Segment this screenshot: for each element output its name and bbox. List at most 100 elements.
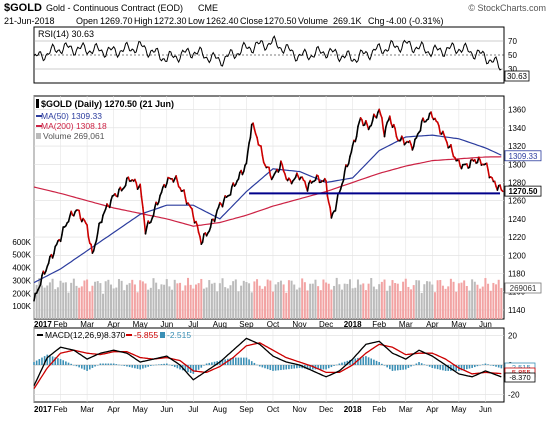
volume-bar [474,282,476,319]
volume-bar [57,287,59,319]
volume-bar [384,280,386,319]
price-tick-label: 1180 [508,269,526,278]
macd-hist-bar [424,364,426,365]
x-tick-label: Oct [267,405,280,414]
macd-hist-bar [277,365,279,370]
high-value: 1272.30 [154,16,187,26]
volume-bar [314,280,316,319]
volume-bar [336,278,338,319]
volume-bar [437,280,439,319]
chg-value: -4.00 (-0.31%) [386,16,444,26]
volume-tick-label: 500K [12,251,31,260]
macd-hist-bar [426,365,428,366]
volume-bar [301,278,303,319]
volume-bar [309,284,311,319]
rsi-tick-label: 50 [508,51,517,60]
volume-bar [171,290,173,319]
volume-bar [352,288,354,319]
macd-hist-bar [267,365,269,369]
volume-bar [224,287,226,319]
macd-hist-bar [442,365,444,370]
close-label: Close [240,16,263,26]
volume-bar [296,290,298,319]
macd-hist-bar [280,365,282,370]
macd-hist-bar [161,364,163,365]
volume-bar [70,283,72,319]
macd-hist-bar [490,365,492,366]
volume-bar [155,283,157,319]
volume-bar [182,291,184,319]
macd-legend-macd: 8.370 [104,330,126,340]
volume-bar [137,292,139,319]
volume-bar [203,289,205,319]
volume-bar [147,290,149,319]
volume-bar [407,287,409,319]
macd-hist-bar [339,364,341,365]
volume-bar [261,289,263,319]
macd-hist-bar [243,358,245,365]
volume-bar [219,283,221,319]
volume-bar [280,281,282,319]
volume-bar [442,286,444,319]
macd-hist-bar [131,365,133,368]
macd-hist-bar [254,363,256,365]
volume-bar [362,283,364,319]
volume-bar [399,291,401,319]
macd-hist-bar [408,365,410,368]
volume-bar [447,286,449,319]
macd-value-tags: -2.515 -5.855 -8.370 [505,363,535,382]
macd-hist-bar [328,365,330,368]
volume-bar [410,289,412,319]
x-tick-label: Apr [426,405,439,414]
low-value: 1262.40 [206,16,239,26]
volume-bar [174,280,176,319]
volume-bar [421,293,423,319]
macd-hist-bar [474,365,476,367]
macd-legend-prefix: MACD(12,26,9) [45,330,104,340]
volume-bar [277,282,279,319]
volume-bar [168,286,170,319]
volume-label: Volume [298,16,328,26]
volume-bar [269,281,271,319]
volume-bar [439,280,441,319]
macd-hist-bar [410,365,412,366]
macd-hist-bar [158,364,160,365]
macd-hist-bar [384,365,386,366]
volume-bar [307,290,309,319]
volume-bar [62,283,64,319]
macd-hist-bar [33,362,35,365]
macd-hist-bar [70,364,72,365]
volume-bar [500,288,502,319]
volume-bar [418,280,420,319]
macd-hist-bar [171,365,173,366]
macd-hist-bar [429,365,431,367]
price-tick-label: 1360 [508,106,526,115]
volume-bar [248,283,250,319]
volume-bar [184,285,186,319]
volume-bar [251,292,253,319]
volume-bar [150,288,152,319]
volume-bar [126,285,128,319]
volume-bar [52,279,54,319]
contract-name: Gold - Continuous Contract (EOD) [46,3,183,13]
volume-bar [113,288,115,319]
volume-bar [115,288,117,319]
x-tick-label: Dec [319,405,333,414]
volume-tick-label: 200K [12,289,31,298]
macd-hist-bar [203,365,205,366]
macd-hist-bar [463,365,465,370]
volume-bar [354,288,356,319]
macd-hist-bar [200,365,202,368]
macd-hist-bar [394,365,396,371]
volume-bar [68,293,70,319]
volume-bar [123,290,125,319]
volume-bar [222,278,224,319]
volume-bar [142,281,144,319]
svg-text:-8.370: -8.370 [509,373,530,382]
macd-hist-bar [94,365,96,366]
price-tick-label: 1260 [508,197,526,206]
macd-hist-bar [147,365,149,367]
